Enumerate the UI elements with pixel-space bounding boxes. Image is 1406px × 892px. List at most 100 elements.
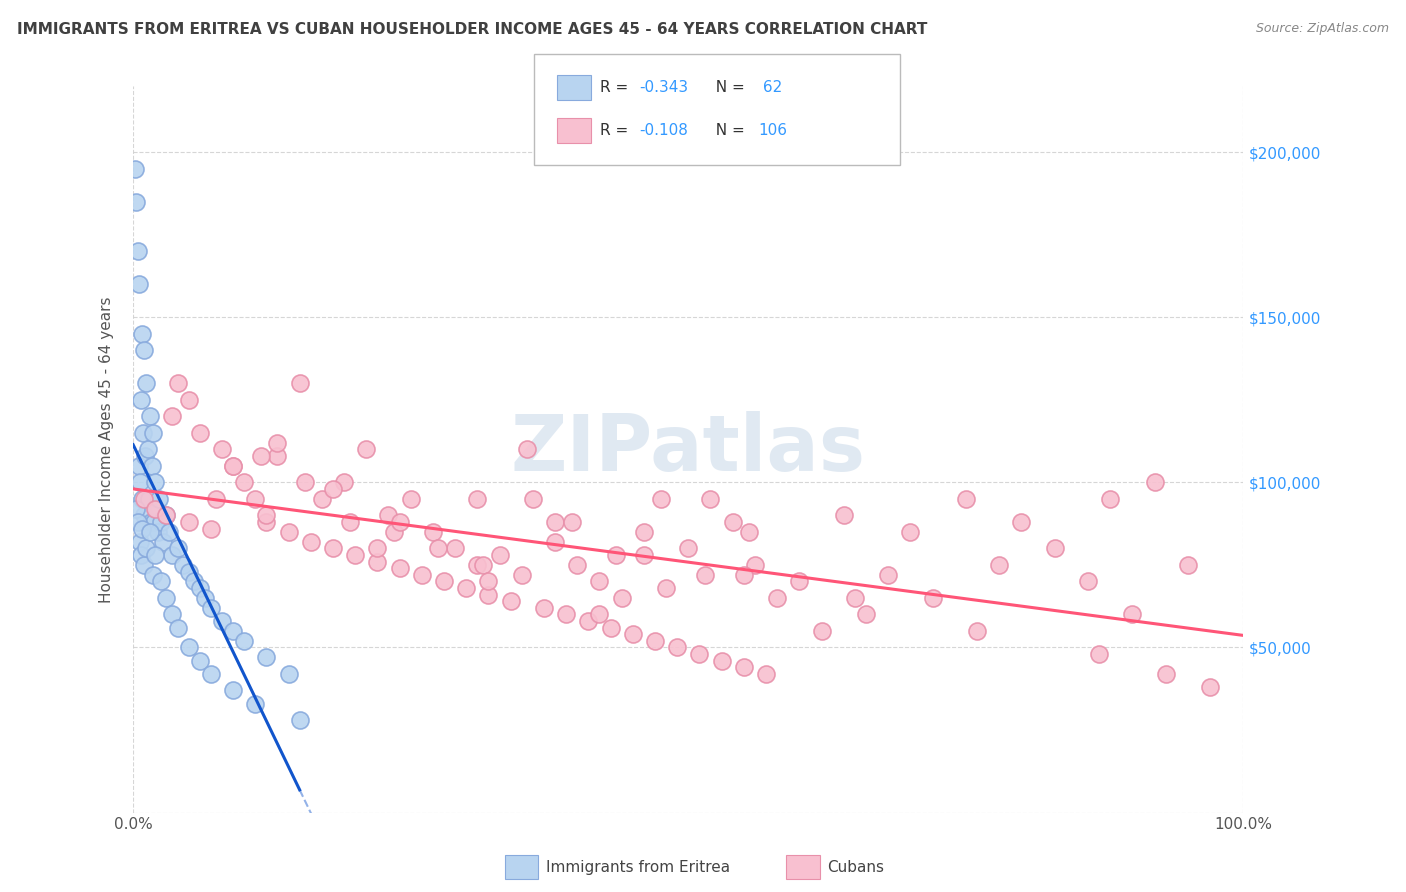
Point [721,515,744,529]
Text: -0.343: -0.343 [640,80,689,95]
Point [477,588,499,602]
Point [510,567,533,582]
Point [1077,574,1099,589]
Point [621,627,644,641]
Point [188,654,211,668]
Point [382,524,405,539]
Point [322,482,344,496]
Point [356,442,378,457]
Text: ZIPatlas: ZIPatlas [510,411,866,487]
Text: R =: R = [600,123,634,137]
Point [155,591,177,605]
Text: Immigrants from Eritrea: Immigrants from Eritrea [546,860,730,874]
Point [160,409,183,424]
Y-axis label: Householder Income Ages 45 - 64 years: Householder Income Ages 45 - 64 years [100,296,114,603]
Point [333,475,356,490]
Point [855,607,877,622]
Point [166,541,188,556]
Point [188,581,211,595]
Point [254,508,277,523]
Point [128,277,150,292]
Point [544,534,567,549]
Point [599,621,621,635]
Point [388,515,411,529]
Point [522,491,544,506]
Point [610,591,633,605]
Point [132,425,155,440]
Point [738,524,761,539]
Point [588,574,610,589]
Point [832,508,855,523]
Point [499,594,522,608]
Point [200,600,222,615]
Point [134,558,156,572]
Point [143,515,166,529]
Point [177,392,200,407]
Point [1199,680,1222,694]
Point [148,491,170,506]
Point [200,522,222,536]
Point [139,515,162,529]
Point [233,633,256,648]
Point [1099,491,1122,506]
Point [322,541,344,556]
Point [138,491,160,506]
Point [254,650,277,665]
Point [377,508,399,523]
Point [699,491,721,506]
Point [160,548,183,562]
Point [166,621,188,635]
Point [157,524,180,539]
Point [134,449,156,463]
Point [222,624,245,638]
Point [288,376,311,391]
Text: R =: R = [600,80,634,95]
Point [633,548,655,562]
Point [844,591,866,605]
Point [142,567,165,582]
Point [211,442,233,457]
Point [177,515,200,529]
Point [988,558,1011,572]
Point [693,567,716,582]
Point [488,548,510,562]
Point [134,491,156,506]
Point [200,666,222,681]
Point [131,326,153,341]
Point [135,376,157,391]
Point [456,581,478,595]
Point [294,475,316,490]
Point [141,458,163,473]
Point [433,574,456,589]
Text: Source: ZipAtlas.com: Source: ZipAtlas.com [1256,22,1389,36]
Point [149,574,172,589]
Point [444,541,467,556]
Point [131,522,153,536]
Point [789,574,811,589]
Text: N =: N = [706,123,749,137]
Point [135,541,157,556]
Point [339,515,361,529]
Point [131,491,153,506]
Point [177,565,200,579]
Point [222,458,245,473]
Point [172,558,194,572]
Point [533,600,555,615]
Point [516,442,538,457]
Point [188,425,211,440]
Point [155,508,177,523]
Point [266,435,288,450]
Point [465,491,488,506]
Point [650,491,672,506]
Point [299,534,322,549]
Point [152,534,174,549]
Point [245,491,267,506]
Point [567,558,589,572]
Text: 62: 62 [758,80,782,95]
Point [588,607,610,622]
Point [194,591,217,605]
Point [955,491,977,506]
Point [125,501,148,516]
Point [605,548,627,562]
Point [561,515,583,529]
